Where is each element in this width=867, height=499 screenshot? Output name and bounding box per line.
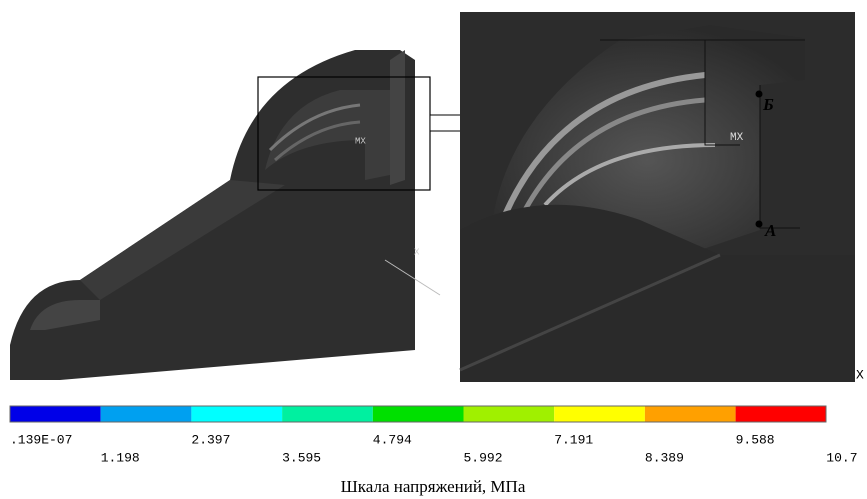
scale-caption: Шкала напряжений, МПа [341, 477, 526, 496]
scale-tick-label: 8.389 [645, 450, 684, 465]
scale-tick-label: 3.595 [282, 450, 321, 465]
figure: MX X MX Б А X .139E-07 1.198 2.397 3.595 4.7… [0, 0, 867, 499]
scale-tick-label: 5.992 [464, 450, 503, 465]
scale-tick-label: 9.588 [736, 432, 775, 447]
scale-tick-label: 1.198 [101, 450, 140, 465]
scale-tick-label: .139E-07 [10, 432, 72, 447]
left-model: MX X [10, 50, 440, 380]
axis-label: X [414, 247, 420, 257]
point-label: А [764, 221, 776, 240]
scale-tick-label: 2.397 [191, 432, 230, 447]
color-scale: .139E-07 1.198 2.397 3.595 4.794 5.992 7.191 8.… [10, 406, 858, 465]
point-label: Б [762, 95, 774, 114]
zoom-view: MX Б А X [460, 12, 864, 382]
figure-canvas: MX X MX Б А X .139E-07 1.198 2.397 3.595 4.7… [0, 0, 867, 499]
axis-label: X [856, 367, 864, 382]
scale-tick-label: 4.794 [373, 432, 412, 447]
scale-tick-label: 10.7 [826, 450, 857, 465]
max-label: MX [355, 136, 366, 146]
max-label: MX [730, 132, 744, 144]
scale-tick-label: 7.191 [554, 432, 593, 447]
